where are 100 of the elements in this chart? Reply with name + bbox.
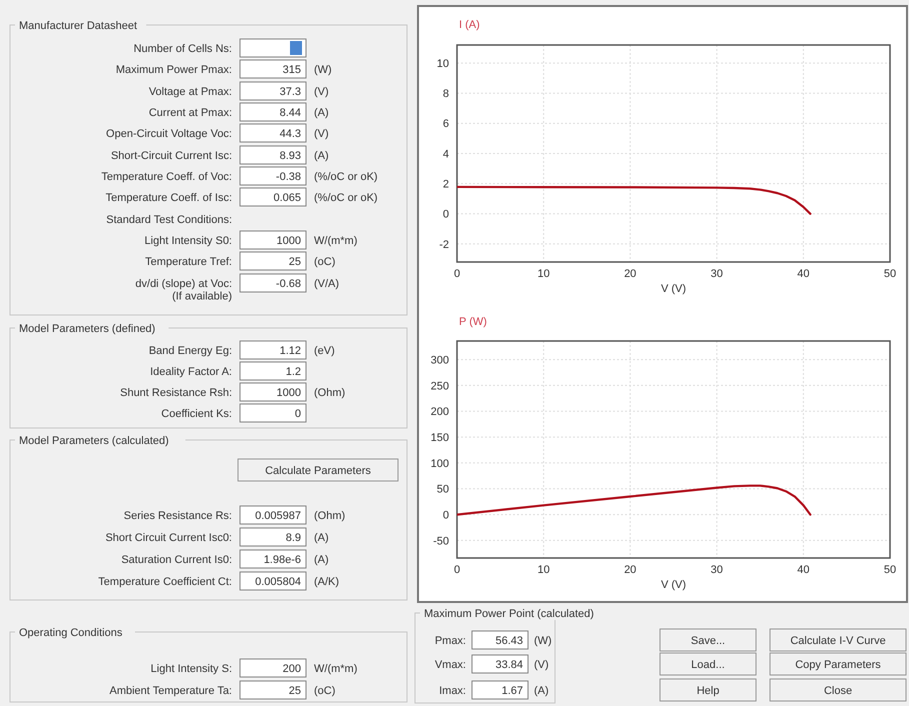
text: Manufacturer Datasheet xyxy=(19,20,138,32)
y-tick-label: 6 xyxy=(442,118,449,130)
line-series xyxy=(457,186,812,215)
text: Save... xyxy=(690,634,726,647)
y-tick-label: 0 xyxy=(442,208,449,221)
text: 0 xyxy=(294,408,301,420)
text: (A/K) xyxy=(314,576,340,588)
text: (V) xyxy=(534,658,549,671)
y-tick-label: 200 xyxy=(430,406,449,418)
text: Calculate Parameters xyxy=(265,464,372,477)
text: Temperature Tref: xyxy=(145,256,232,268)
y-tick-label: 2 xyxy=(442,178,449,190)
x-tick-label: 0 xyxy=(454,564,460,576)
y-tick-label: 4 xyxy=(442,148,449,160)
text: Copy Parameters xyxy=(795,658,882,671)
text: 1.2 xyxy=(286,366,301,378)
text: (V/A) xyxy=(314,278,340,290)
text: Ideality Factor A: xyxy=(150,366,232,378)
y-tick-label: 8 xyxy=(442,88,449,100)
text: 0.005987 xyxy=(255,510,301,522)
y-tick-label: -2 xyxy=(439,238,449,251)
y-tick-label: 50 xyxy=(436,484,449,496)
text: (V) xyxy=(314,128,329,140)
text: Help xyxy=(696,684,720,697)
x-tick-label: 10 xyxy=(537,268,550,280)
x-tick-label: 30 xyxy=(710,564,723,576)
text: (A) xyxy=(314,106,329,119)
y-axis-title: P (W) xyxy=(459,316,487,328)
text: 200 xyxy=(282,662,301,675)
text: Coefficient Ks: xyxy=(161,408,232,420)
text: 44.3 xyxy=(280,128,301,140)
text: 315 xyxy=(282,64,301,76)
text: Model Parameters (calculated) xyxy=(19,434,169,447)
text: Temperature Coeff. of Isc: xyxy=(106,192,232,204)
text: Current at Pmax: xyxy=(148,106,232,119)
text: Load... xyxy=(691,658,725,671)
text: 1.67 xyxy=(502,684,523,697)
text: (oC) xyxy=(314,256,336,268)
text: Pmax: xyxy=(434,634,466,647)
x-tick-label: 20 xyxy=(624,268,636,280)
x-tick-label: 40 xyxy=(797,268,810,280)
x-tick-label: 30 xyxy=(710,268,723,280)
x-tick-label: 50 xyxy=(884,564,896,576)
y-tick-label: 0 xyxy=(442,509,449,522)
text: Temperature Coefficient Ct: xyxy=(98,576,232,588)
text: Operating Conditions xyxy=(19,626,123,639)
text: -0.38 xyxy=(276,170,301,183)
text: W/(m*m) xyxy=(314,234,358,247)
text: 56.43 xyxy=(495,634,523,647)
text: (A) xyxy=(314,150,329,162)
text: Number of Cells Ns: xyxy=(134,42,232,55)
text: Maximum Power Point (calculated) xyxy=(424,608,594,620)
y-tick-label: 150 xyxy=(430,432,449,444)
text: (A) xyxy=(314,532,329,544)
text: (A) xyxy=(314,554,329,566)
text: Standard Test Conditions: xyxy=(106,214,232,226)
text: 1000 xyxy=(276,234,301,247)
text: 8.9 xyxy=(286,532,301,544)
text: Band Energy Eg: xyxy=(148,344,232,357)
text: 0.065 xyxy=(273,192,301,204)
x-tick-label: 50 xyxy=(884,268,896,280)
x-tick-label: 0 xyxy=(454,268,460,280)
text: 8.93 xyxy=(280,150,301,162)
text: (W) xyxy=(314,64,332,76)
y-tick-label: 100 xyxy=(430,458,449,470)
text: 0.005804 xyxy=(255,576,301,588)
line-series xyxy=(457,484,812,516)
text: (V) xyxy=(314,86,329,98)
text: 25 xyxy=(288,684,301,697)
text: Light Intensity S0: xyxy=(144,234,232,247)
text: 1.12 xyxy=(280,344,301,357)
text: Series Resistance Rs: xyxy=(124,510,232,522)
text: (oC) xyxy=(314,684,336,697)
text: Saturation Current Is0: xyxy=(121,554,232,566)
text: 1.98e-6 xyxy=(264,554,301,566)
text: (A) xyxy=(534,684,549,697)
x-axis-title: V (V) xyxy=(660,579,686,591)
text: dv/di (slope) at Voc: (If available) xyxy=(135,278,232,302)
x-axis-title: V (V) xyxy=(660,283,686,295)
text: -0.68 xyxy=(276,278,301,290)
text: Short Circuit Current Isc0: xyxy=(105,532,232,544)
text: 37.3 xyxy=(280,86,301,98)
text: 33.84 xyxy=(495,658,523,671)
y-tick-label: 10 xyxy=(436,58,449,70)
text: 1000 xyxy=(276,386,301,399)
y-tick-label: -50 xyxy=(433,535,449,548)
y-tick-label: 300 xyxy=(430,354,449,366)
text: (eV) xyxy=(314,344,335,357)
text: W/(m*m) xyxy=(314,662,358,675)
x-tick-label: 10 xyxy=(537,564,550,576)
text: Short-Circuit Current Isc: xyxy=(110,150,232,162)
text: (%/oC or oK) xyxy=(314,192,378,204)
text: Maximum Power Pmax: xyxy=(116,64,232,76)
text: (Ohm) xyxy=(314,510,346,522)
text: (%/oC or oK) xyxy=(314,170,378,183)
text: Close xyxy=(824,684,852,697)
text: (Ohm) xyxy=(314,386,346,399)
text: Shunt Resistance Rsh: xyxy=(120,386,232,399)
y-tick-label: 250 xyxy=(430,380,449,392)
text: Ambient Temperature Ta: xyxy=(110,684,232,697)
